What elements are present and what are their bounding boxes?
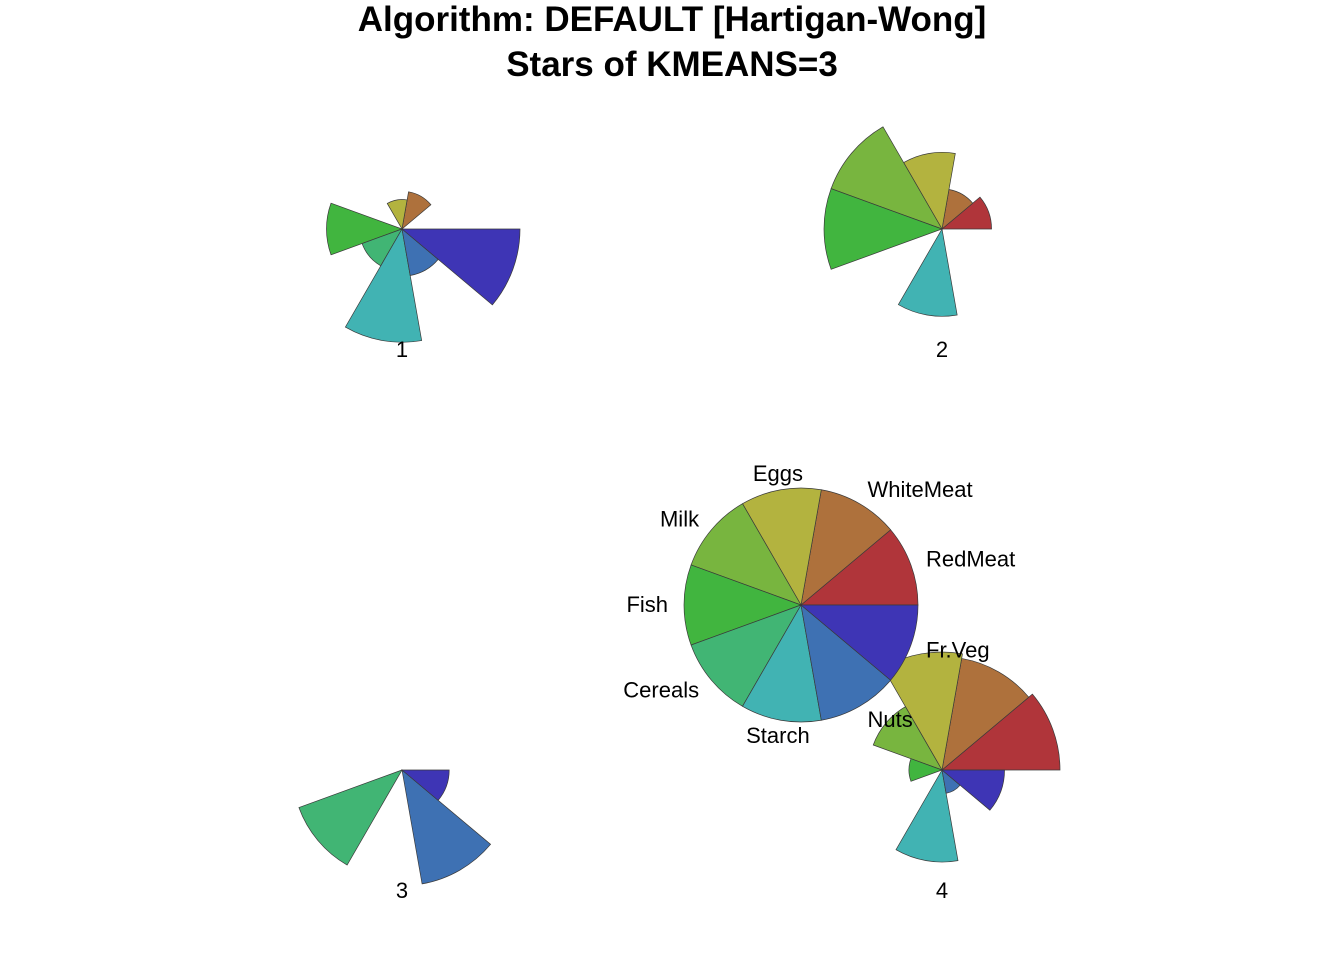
key-label-eggs: Eggs <box>753 461 803 486</box>
star-4-segment-fish <box>908 758 944 782</box>
star-4-segment-whitemeat <box>941 658 1030 771</box>
star-1: 1 <box>326 191 521 362</box>
key-label-milk: Milk <box>660 507 700 532</box>
star-1-segment-fish <box>326 202 404 256</box>
star-label-2: 2 <box>936 337 948 362</box>
star-label-3: 3 <box>396 878 408 903</box>
page-subtitle: Stars of KMEANS=3 <box>506 45 838 84</box>
key-label-starch: Starch <box>746 723 810 748</box>
key-segment-redmeat <box>800 529 919 606</box>
star-3-segment-nuts <box>401 769 492 885</box>
key-label-fish: Fish <box>626 592 668 617</box>
star-label-4: 4 <box>936 878 948 903</box>
key-segment-whitemeat <box>800 489 892 606</box>
key-segment-fish <box>683 564 803 646</box>
star-2-segment-fish <box>823 188 944 270</box>
page-title: Algorithm: DEFAULT [Hartigan-Wong] <box>357 0 987 39</box>
key-star: RedMeat WhiteMeat Eggs Milk Fish Cereals Starc… <box>623 461 1015 748</box>
key-segment-fr-veg <box>800 604 919 681</box>
key-segment-milk <box>690 503 802 606</box>
star-4: 4 <box>872 651 1061 903</box>
key-label-redmeat: RedMeat <box>926 547 1015 572</box>
star-4-segment-redmeat <box>941 693 1061 771</box>
key-segment-starch <box>742 603 822 723</box>
star-2-segment-starch <box>897 227 958 317</box>
star-3-segment-fr-veg <box>401 769 450 801</box>
star-4-segment-starch <box>895 768 959 863</box>
star-1-segment-fr-veg <box>401 228 521 306</box>
key-label-cereals: Cereals <box>623 678 699 703</box>
key-label-whitemeat: WhiteMeat <box>868 477 973 502</box>
star-2-segment-redmeat <box>941 196 992 230</box>
key-segment-cereals <box>690 604 802 707</box>
star-4-segment-milk <box>872 706 943 771</box>
key-segment-nuts <box>800 604 892 721</box>
star-4-segment-fr-veg <box>941 769 1005 811</box>
star-1-segment-whitemeat <box>401 191 432 230</box>
key-label-fr-veg: Fr.Veg <box>926 638 990 663</box>
star-1-segment-starch <box>344 227 423 343</box>
star-label-1: 1 <box>396 337 408 362</box>
key-label-nuts: Nuts <box>868 707 913 732</box>
star-3-segment-cereals <box>298 769 403 866</box>
star-2-segment-milk <box>830 126 943 230</box>
key-segment-eggs <box>742 487 822 607</box>
stars-layer: 1 2 3 4 <box>298 126 1061 903</box>
star-2: 2 <box>823 126 992 362</box>
star-1-segment-eggs <box>386 199 408 231</box>
star-3: 3 <box>298 769 492 903</box>
